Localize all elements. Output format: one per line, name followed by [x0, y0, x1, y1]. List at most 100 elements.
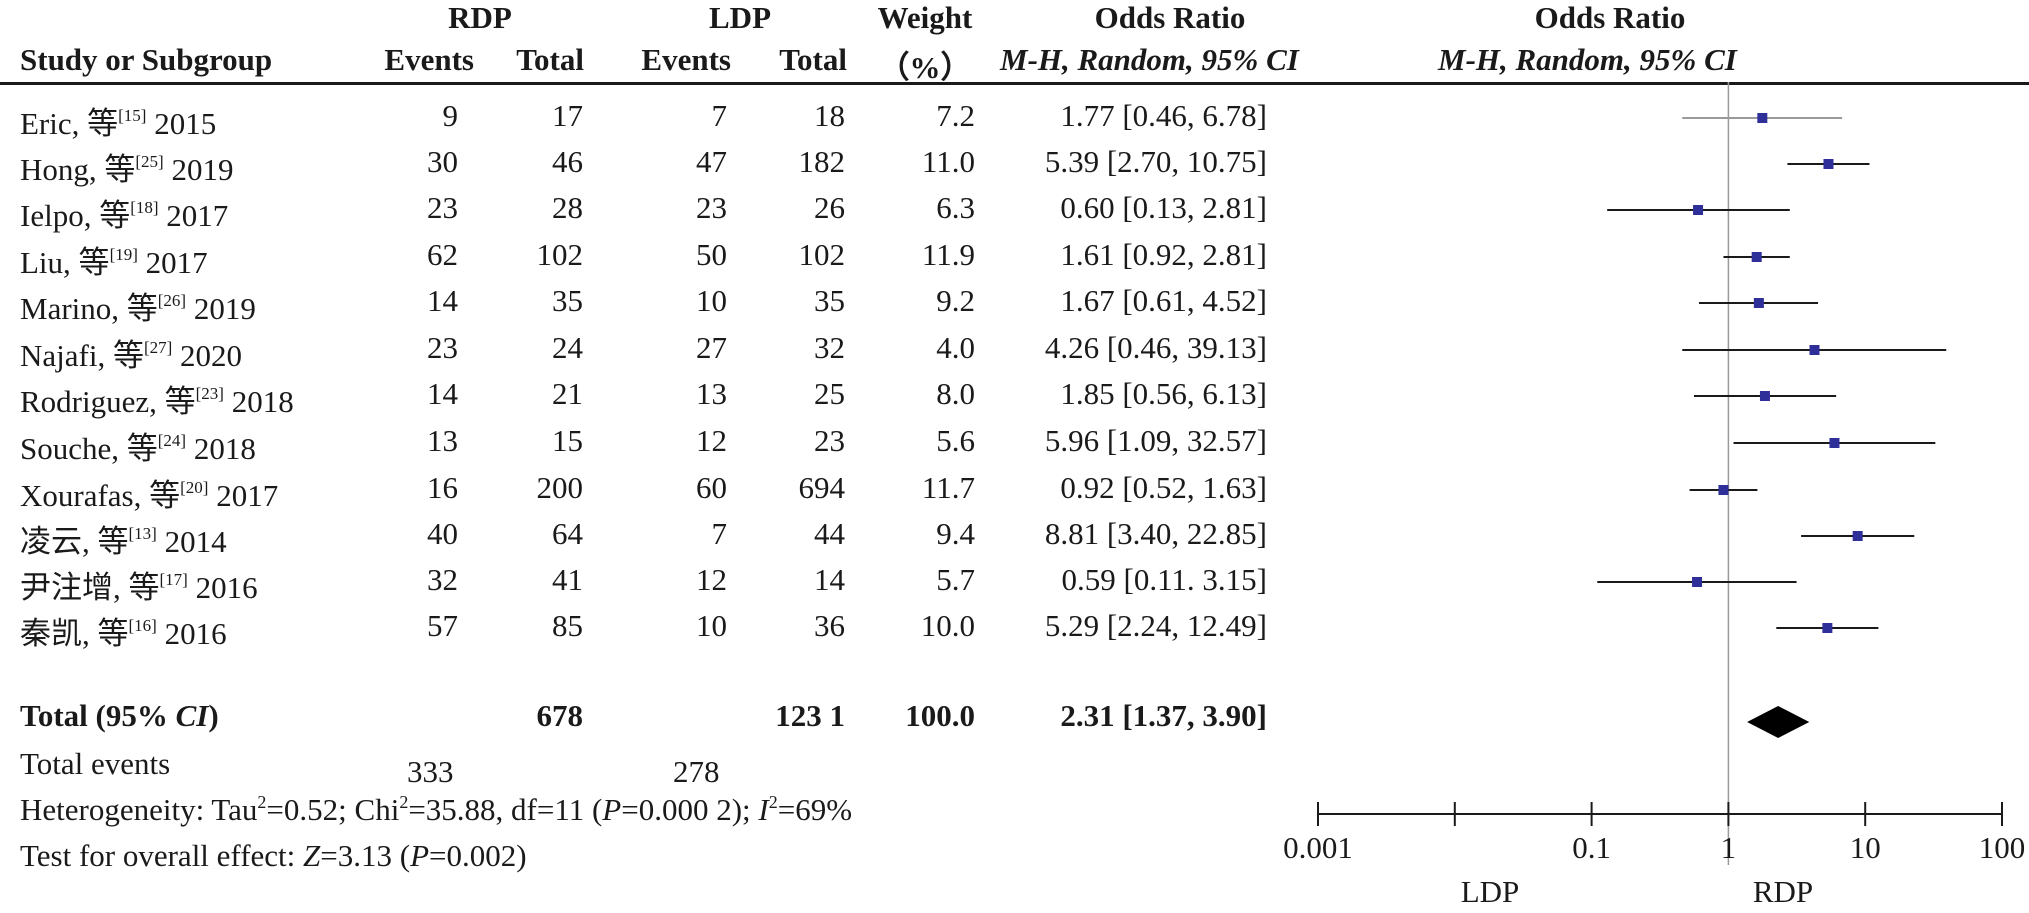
study-name: Souche, 等[24] 2018 [20, 431, 256, 466]
odds-ratio-ci: 1.85 [0.56, 6.13] [1060, 376, 1267, 411]
total-events-rdp: 333 [407, 754, 454, 789]
weight: 8.0 [936, 376, 975, 411]
ldp-events: 7 [711, 98, 728, 133]
rdp-events: 40 [427, 516, 458, 551]
ldp-total: 102 [798, 237, 846, 272]
rdp-events: 9 [442, 98, 459, 133]
total-events-label: Total events [20, 746, 171, 781]
rdp-total: 21 [552, 376, 583, 411]
study-row: 秦凯, 等[16] 2016 57 85 10 36 10.0 5.29 [2.24, 12… [0, 608, 1300, 654]
weight: 9.2 [936, 283, 975, 318]
study-ref: [26] [157, 291, 187, 310]
point-estimate [1692, 577, 1703, 587]
study-row: Najafi, 等[27] 2020 23 24 27 32 4.0 4.26 [0.46,… [0, 330, 1300, 376]
x-tick-label: 100 [1979, 830, 2026, 865]
study-row: Ielpo, 等[18] 2017 23 28 23 26 6.3 0.60 [0.13, … [0, 190, 1300, 236]
ldp-events: 13 [696, 376, 727, 411]
ldp-total: 26 [814, 190, 845, 225]
weight: 4.0 [936, 330, 975, 365]
rdp-total: 64 [552, 516, 583, 551]
rdp-events: 13 [427, 423, 458, 458]
rdp-events: 57 [427, 608, 458, 643]
header-or-line1: Odds Ratio [1094, 0, 1246, 35]
study-name: Rodriguez, 等[23] 2018 [20, 384, 294, 419]
pooled-diamond [1747, 706, 1810, 738]
total-weight: 100.0 [905, 698, 975, 733]
ldp-total: 14 [814, 562, 845, 597]
rdp-total: 15 [552, 423, 583, 458]
favours-right-label: RDP [1753, 874, 1813, 909]
point-estimate [1822, 623, 1833, 633]
total-events-ldp: 278 [673, 754, 720, 789]
odds-ratio-ci: 0.60 [0.13, 2.81] [1060, 190, 1267, 225]
rdp-total: 17 [552, 98, 583, 133]
odds-ratio-ci: 4.26 [0.46, 39.13] [1044, 330, 1267, 365]
total-row: Total (95% CI) 678 123 1 100.0 2.31 [1.3… [0, 698, 1300, 744]
ldp-events: 10 [696, 608, 727, 643]
weight: 9.4 [936, 516, 975, 551]
study-ref: [16] [128, 616, 157, 635]
rdp-events: 62 [427, 237, 458, 272]
weight: 5.6 [936, 423, 975, 458]
rdp-total: 85 [552, 608, 583, 643]
rdp-total: 46 [552, 144, 583, 179]
heterogeneity-text: Heterogeneity: Tau2=0.52; Chi2=35.88, df… [20, 792, 853, 827]
study-ref: [27] [143, 338, 173, 357]
weight: 6.3 [936, 190, 975, 225]
rdp-events: 23 [427, 190, 458, 225]
total-ldp-total: 123 1 [775, 698, 845, 733]
ldp-total: 36 [814, 608, 845, 643]
odds-ratio-ci: 1.77 [0.46, 6.78] [1060, 98, 1267, 133]
rdp-total: 28 [552, 190, 583, 225]
study-name: 秦凯, 等[16] 2016 [20, 616, 227, 651]
ldp-total: 32 [814, 330, 845, 365]
point-estimate [1809, 345, 1820, 355]
odds-ratio-ci: 1.61 [0.92, 2.81] [1060, 237, 1267, 272]
weight: 11.0 [921, 144, 975, 179]
x-tick-label: 0.001 [1283, 830, 1353, 865]
study-ref: [18] [130, 198, 159, 217]
rdp-events: 14 [427, 376, 458, 411]
study-name: Liu, 等[19] 2017 [20, 245, 208, 280]
header-or-line2: M-H, Random, 95% CI [1000, 42, 1299, 77]
rdp-events: 23 [427, 330, 458, 365]
odds-ratio-ci: 0.92 [0.52, 1.63] [1060, 470, 1267, 505]
point-estimate [1693, 205, 1704, 215]
study-row: Hong, 等[25] 2019 30 46 47 182 11.0 5.39 [2.70,… [0, 144, 1300, 190]
study-name: Najafi, 等[27] 2020 [20, 338, 243, 373]
rdp-total: 41 [552, 562, 583, 597]
header-ldp: LDP [709, 0, 771, 35]
study-row: Xourafas, 等[20] 2017 16 200 60 694 11.7 0.92 [… [0, 470, 1300, 516]
point-estimate [1829, 438, 1840, 448]
total-rdp-total: 678 [536, 698, 584, 733]
header-total-ldp: Total [779, 42, 847, 77]
total-label: Total (95% CI) [20, 698, 219, 733]
header-events-rdp: Events [384, 42, 474, 77]
study-name: Xourafas, 等[20] 2017 [20, 478, 279, 513]
point-estimate [1852, 531, 1863, 541]
weight: 11.7 [921, 470, 975, 505]
odds-ratio-ci: 5.39 [2.70, 10.75] [1044, 144, 1267, 179]
point-estimate [1753, 298, 1764, 308]
x-tick-label: 10 [1850, 830, 1881, 865]
study-row: 凌云, 等[13] 2014 40 64 7 44 9.4 8.81 [3.40, 22.8… [0, 516, 1300, 562]
rdp-total: 200 [536, 470, 584, 505]
study-name: Eric, 等[15] 2015 [20, 106, 217, 141]
study-row: Liu, 等[19] 2017 62 102 50 102 11.9 1.61 [0.92,… [0, 237, 1300, 283]
header-weight-line1: Weight [877, 0, 973, 35]
header-plot-line1: Odds Ratio [1534, 0, 1686, 35]
header-weight-line2: （%） [878, 50, 972, 85]
study-ref: [23] [195, 384, 224, 403]
ldp-total: 694 [798, 470, 846, 505]
study-name: 凌云, 等[13] 2014 [20, 524, 227, 559]
study-ref: [20] [180, 478, 209, 497]
weight: 11.9 [921, 237, 975, 272]
odds-ratio-ci: 1.67 [0.61, 4.52] [1060, 283, 1267, 318]
total-ci: 2.31 [1.37, 3.90] [1060, 698, 1267, 733]
ldp-events: 12 [696, 423, 727, 458]
study-row: Souche, 等[24] 2018 13 15 12 23 5.6 5.96 [1.09,… [0, 423, 1300, 469]
overall-effect-text: Test for overall effect: Z=3.13 (P=0.002… [20, 838, 527, 873]
x-tick-label: 1 [1721, 830, 1737, 865]
header-total-rdp: Total [516, 42, 584, 77]
ldp-total: 23 [814, 423, 845, 458]
